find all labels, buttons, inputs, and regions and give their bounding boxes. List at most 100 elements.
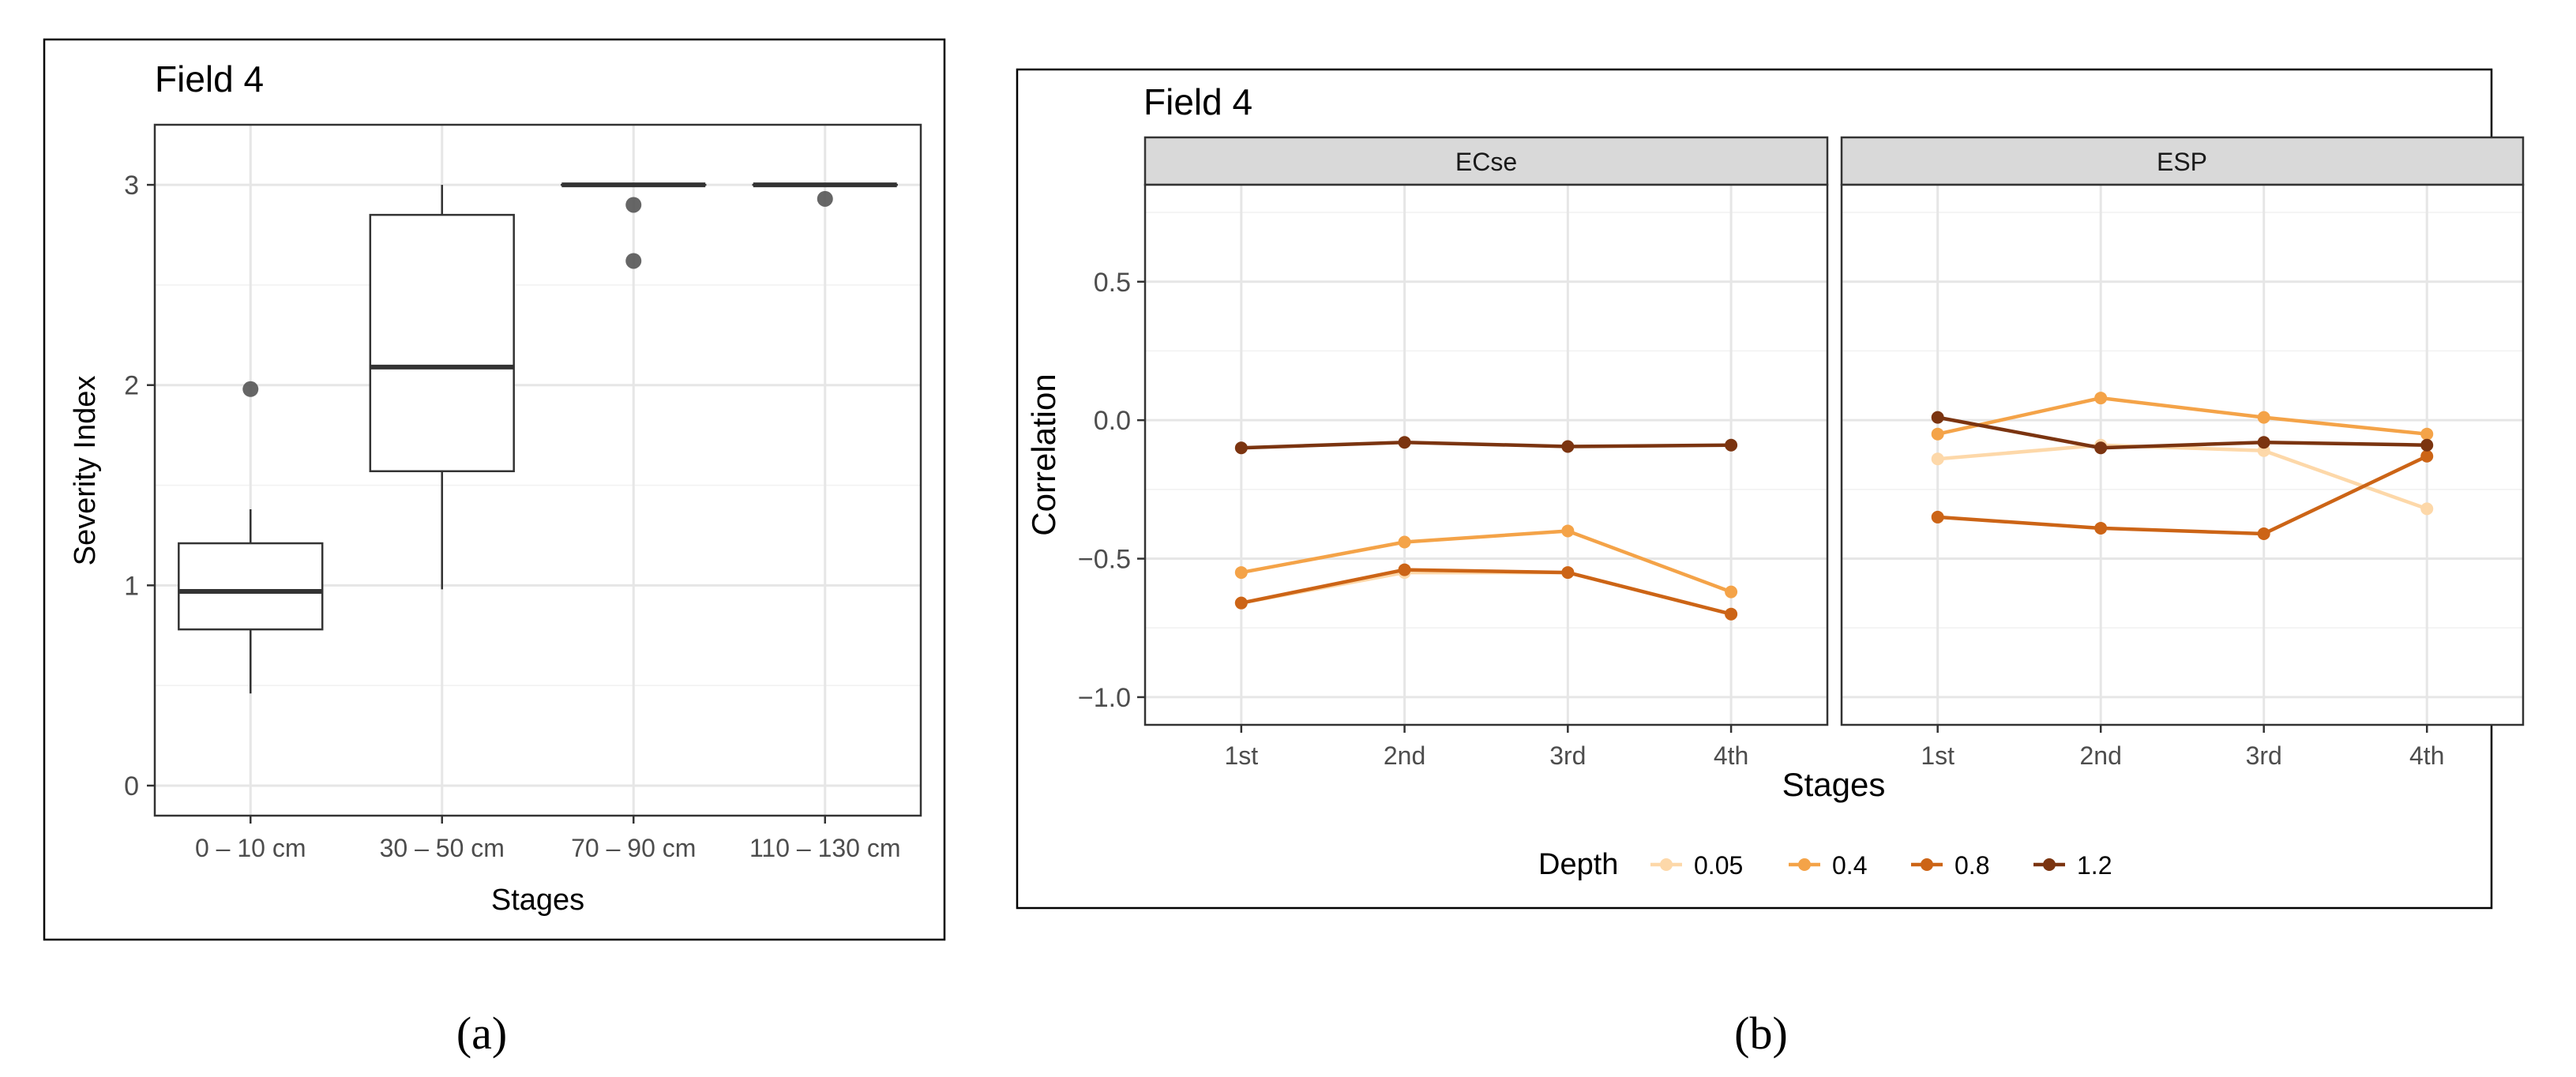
series-point xyxy=(1931,411,1944,424)
series-depth-0-4 xyxy=(1931,392,2434,441)
y-tick-label: 0 xyxy=(124,771,139,801)
facet-label-ecse: ECse xyxy=(1455,148,1517,176)
x-tick-label: 3rd xyxy=(2246,741,2282,770)
legend-key-point xyxy=(1798,858,1811,871)
series-point xyxy=(1234,566,1248,580)
series-point xyxy=(1398,436,1411,449)
y-tick-label: 2 xyxy=(124,371,139,401)
series-depth-0-4 xyxy=(1234,524,1738,599)
box-body xyxy=(369,213,515,473)
y-tick-label: 1 xyxy=(124,571,139,601)
series-point xyxy=(1561,440,1575,453)
panel-a-grid xyxy=(155,125,921,816)
legend-title: Depth xyxy=(1538,848,1618,881)
x-tick-label: 2nd xyxy=(2080,741,2122,770)
series-point xyxy=(2094,441,2108,455)
series-depth-0-8 xyxy=(1931,449,2434,540)
facet-esp-plot-area xyxy=(1840,183,2525,726)
series-point xyxy=(1931,427,1944,441)
facet-plot-bg xyxy=(1145,185,1827,725)
series-depth-1-2 xyxy=(1234,436,1738,455)
x-tick-label: 0 – 10 cm xyxy=(195,834,306,862)
series-depth-0-8 xyxy=(1234,563,1738,621)
legend-entry-0-05: 0.05 xyxy=(1650,851,1743,880)
box-4 xyxy=(752,182,898,207)
y-tick-label: 3 xyxy=(124,171,139,201)
series-point xyxy=(2257,527,2270,540)
series-point xyxy=(2094,392,2108,405)
panel-b-line-chart: Field 4 ECse ESP 0.5 0.0 −0.5 −1.0 1st 2nd 3r… xyxy=(1016,68,2525,910)
panel-a-box-plot: Field 4 0 1 2 3 0 – 10 cm 30 – 50 cm 70 – 90 … xyxy=(43,38,946,941)
panel-a-title: Field 4 xyxy=(155,58,264,99)
box-outlier-point xyxy=(625,197,642,213)
panel-a-y-axis-title: Severity Index xyxy=(69,376,102,566)
legend-label: 0.4 xyxy=(1832,851,1867,880)
facet-plot-bg xyxy=(1842,185,2523,725)
series-point xyxy=(1725,585,1738,599)
series-point xyxy=(1234,596,1248,610)
facet-ecse-grid xyxy=(1145,185,1827,725)
legend-label: 1.2 xyxy=(2077,851,2112,880)
figure-label-a: (a) xyxy=(456,1008,507,1059)
panel-b-legend: Depth 0.05 0.4 0.8 1.2 xyxy=(1538,848,2112,881)
x-tick-label: 2nd xyxy=(1384,741,1425,770)
box-body xyxy=(178,542,324,631)
box-outlier-point xyxy=(625,253,642,269)
panel-b-y-axis-title: Correlation xyxy=(1025,373,1062,535)
series-point xyxy=(1725,607,1738,621)
x-tick-label: 4th xyxy=(1714,741,1748,770)
series-point xyxy=(2420,438,2434,452)
series-point xyxy=(1725,438,1738,452)
panel-a-boxes xyxy=(178,182,898,694)
x-tick-label: 1st xyxy=(1224,741,1258,770)
series-point xyxy=(2420,502,2434,516)
legend-key-point xyxy=(1660,858,1673,871)
legend-key-point xyxy=(1921,858,1933,871)
panel-a-x-ticks: 0 – 10 cm 30 – 50 cm 70 – 90 cm 110 – 130 c… xyxy=(195,816,901,862)
series-line xyxy=(1937,454,2428,536)
series-depth-1-2 xyxy=(1931,411,2434,455)
series-line xyxy=(1241,440,1732,450)
facet-strip-esp xyxy=(1840,136,2525,186)
x-tick-label: 30 – 50 cm xyxy=(380,834,505,862)
figure-label-b: (b) xyxy=(1734,1008,1788,1059)
legend-key-point xyxy=(2043,858,2056,871)
series-line xyxy=(1937,443,2428,511)
box-3 xyxy=(561,182,707,269)
series-point xyxy=(1561,524,1575,538)
series-point xyxy=(1398,535,1411,549)
series-point xyxy=(1561,566,1575,580)
x-tick-label: 3rd xyxy=(1549,741,1586,770)
facet-esp-lines xyxy=(1931,392,2434,540)
series-point xyxy=(2257,411,2270,424)
panel-a-x-axis-title: Stages xyxy=(491,884,584,917)
panel-b-x-axis-title: Stages xyxy=(1782,766,1886,803)
legend-entry-0-8: 0.8 xyxy=(1911,851,1989,880)
facet-esp-grid xyxy=(1842,185,2523,725)
series-line xyxy=(1241,529,1732,594)
series-point xyxy=(1234,441,1248,455)
series-point xyxy=(2094,521,2108,535)
panel-a-plot-area xyxy=(153,123,922,817)
y-tick-label: 0.0 xyxy=(1094,406,1131,436)
legend-label: 0.8 xyxy=(1955,851,1989,880)
box-1 xyxy=(178,381,324,694)
facet-ecse-lines xyxy=(1234,436,1738,621)
panel-a-y-ticks: 0 1 2 3 xyxy=(124,171,155,801)
x-tick-label: 70 – 90 cm xyxy=(571,834,696,862)
series-point xyxy=(1398,563,1411,576)
series-line xyxy=(1937,415,2428,450)
panel-b-title: Field 4 xyxy=(1143,81,1252,122)
panel-b-y-ticks: 0.5 0.0 −0.5 −1.0 xyxy=(1078,268,1145,713)
panel-a-plot-bg xyxy=(155,125,921,816)
facet-ecse-plot-area xyxy=(1143,183,1829,726)
y-tick-label: 0.5 xyxy=(1094,268,1131,298)
series-point xyxy=(2420,449,2434,463)
series-line xyxy=(1937,396,2428,436)
box-2 xyxy=(369,185,515,590)
panel-b-x-ticks: 1st 2nd 3rd 4th 1st 2nd 3rd 4th xyxy=(1224,725,2444,770)
series-point xyxy=(1931,510,1944,523)
y-tick-label: −1.0 xyxy=(1078,683,1131,713)
legend-entry-1-2: 1.2 xyxy=(2033,851,2112,880)
